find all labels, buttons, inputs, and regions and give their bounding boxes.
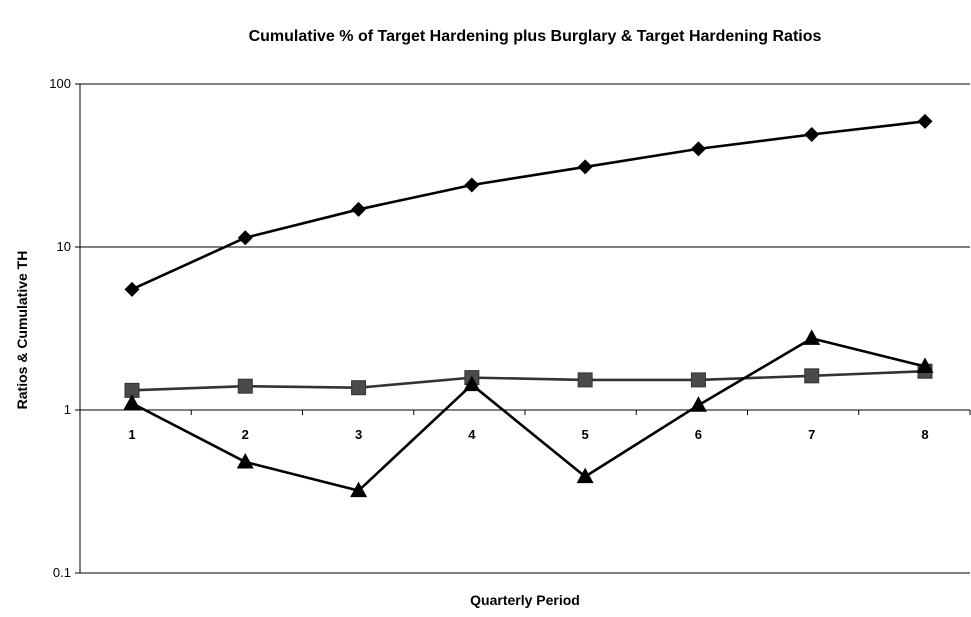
point-square-7	[804, 368, 820, 384]
point-diamond-7	[804, 126, 820, 142]
series-square	[124, 363, 933, 398]
point-square-5	[577, 372, 593, 388]
point-square-6	[690, 372, 706, 388]
point-square-2	[237, 378, 253, 394]
point-diamond-3	[351, 201, 367, 217]
series-line-triangle	[131, 337, 926, 492]
x-tick-label-7: 7	[808, 427, 815, 442]
x-tick-label-2: 2	[242, 427, 249, 442]
point-triangle-4	[463, 375, 481, 392]
x-axis-label: Quarterly Period	[470, 592, 580, 608]
y-tick-label-1: 1	[64, 402, 71, 417]
point-square-3	[351, 380, 367, 396]
series-triangle	[123, 329, 934, 498]
point-triangle-7	[803, 329, 821, 345]
series-line-square	[131, 369, 926, 392]
axes	[75, 83, 971, 574]
point-diamond-1	[124, 281, 140, 297]
tick-labels: 0.1 1 10 100 1 2 3 4 5 6 7 8	[49, 76, 928, 580]
x-tick-label-4: 4	[468, 427, 476, 442]
x-tick-label-1: 1	[128, 427, 135, 442]
point-triangle-6	[689, 396, 707, 412]
point-diamond-2	[237, 230, 253, 246]
point-triangle-1	[123, 394, 141, 410]
point-triangle-2	[236, 452, 254, 469]
chart-title: Cumulative % of Target Hardening plus Bu…	[248, 28, 822, 45]
point-diamond-8	[917, 113, 933, 129]
y-tick-label-0: 0.1	[53, 565, 71, 580]
series-layer	[123, 113, 934, 498]
y-axis-label: Ratios & Cumulative TH	[14, 250, 30, 410]
point-triangle-5	[576, 467, 594, 484]
gridlines	[80, 83, 970, 574]
x-tick-label-6: 6	[695, 427, 702, 442]
x-tick-label-5: 5	[582, 427, 589, 442]
y-tick-label-2: 10	[57, 239, 71, 254]
series-diamond	[124, 113, 933, 297]
x-tick-label-3: 3	[355, 427, 362, 442]
series-line-diamond	[131, 120, 926, 291]
point-diamond-4	[464, 177, 480, 193]
y-tick-label-3: 100	[49, 76, 71, 91]
point-triangle-8	[916, 357, 934, 373]
point-diamond-5	[577, 159, 593, 175]
point-diamond-6	[690, 141, 706, 157]
x-tick-label-8: 8	[921, 427, 928, 442]
point-triangle-3	[350, 481, 368, 498]
